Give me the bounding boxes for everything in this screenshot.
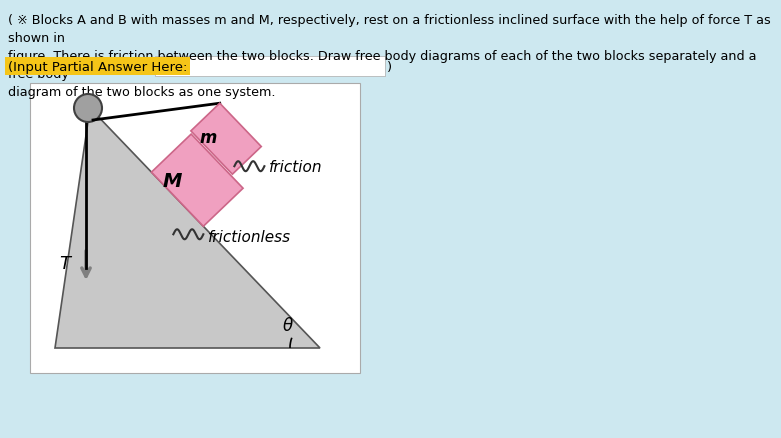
Text: frictionless: frictionless [209,229,291,244]
Text: friction: friction [269,159,323,174]
Circle shape [74,95,102,123]
Text: (Input Partial Answer Here:: (Input Partial Answer Here: [8,60,187,73]
Polygon shape [55,109,320,348]
Polygon shape [152,135,243,227]
FancyBboxPatch shape [30,84,360,373]
Text: ( ※ Blocks A and B with masses m and M, respectively, rest on a frictionless inc: ( ※ Blocks A and B with masses m and M, … [8,14,771,99]
Text: M: M [162,171,182,190]
Text: T: T [59,254,70,272]
Text: m: m [200,129,217,147]
Polygon shape [191,104,262,175]
Text: ): ) [387,60,392,73]
FancyBboxPatch shape [155,57,385,77]
Text: θ: θ [283,316,293,334]
